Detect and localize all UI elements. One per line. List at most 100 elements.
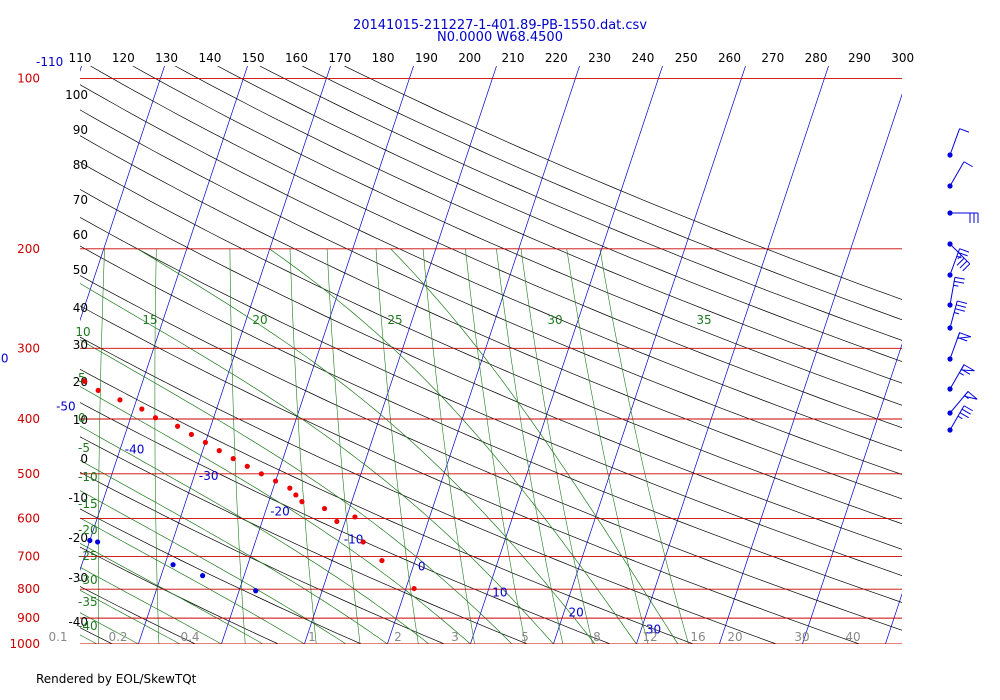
temperature-point <box>244 463 250 469</box>
wind-barb-flag <box>961 408 971 415</box>
diagram-grid <box>80 66 902 644</box>
wind-barb-flag <box>961 368 971 375</box>
dry-adiabat-line <box>80 305 860 644</box>
dry-adiabat-label: 70 <box>73 193 88 207</box>
dry-adiabat-line <box>80 135 902 500</box>
wind-barb-staff <box>949 161 965 187</box>
isotherm-label: 20 <box>569 605 584 619</box>
dry-adiabat-label: 0 <box>80 452 88 466</box>
pressure-label: 100 <box>17 72 40 86</box>
moist-adiabat-label: 20 <box>252 313 267 327</box>
top-axis-label: 160 <box>285 51 308 65</box>
moist-adiabat-line <box>390 248 679 644</box>
moist-adiabat-line <box>80 517 305 644</box>
isotherm-label: -10 <box>344 532 364 546</box>
top-axis-label: 250 <box>675 51 698 65</box>
isotherm-line <box>80 66 165 322</box>
isotherm-line <box>138 66 331 644</box>
dewpoint-point <box>95 539 101 545</box>
isotherm-line <box>80 66 82 72</box>
dry-adiabat-line <box>80 368 694 644</box>
dewpoint-point <box>9 522 14 527</box>
wind-barb-flag <box>962 263 971 272</box>
moist-adiabat-label: -40 <box>78 619 98 633</box>
temperature-point <box>82 378 88 384</box>
wind-barb-staff <box>949 248 961 276</box>
dry-adiabat-label: 30 <box>73 338 88 352</box>
isotherm-line <box>221 66 414 644</box>
isotherm-label: -30 <box>199 469 219 483</box>
mixing-ratio-line <box>326 248 361 644</box>
isotherm-label: 10 <box>492 585 507 599</box>
temperature-point <box>334 518 340 525</box>
moist-adiabat-label: -20 <box>78 523 98 537</box>
dewpoint-point <box>2 520 7 525</box>
temperature-point <box>360 539 366 545</box>
top-axis-label: 210 <box>502 51 525 65</box>
mixing-ratio-label: 2 <box>394 630 402 644</box>
wind-barb-half-flag <box>959 372 964 376</box>
isotherm-label: 0 <box>418 559 426 573</box>
isotherm-line <box>387 66 580 644</box>
temperature-point <box>55 360 60 365</box>
mixing-ratio-line <box>599 248 689 644</box>
top-axis-label: 180 <box>372 51 395 65</box>
mixing-ratio-label: 30 <box>794 630 809 644</box>
wind-barb-half-flag <box>953 284 959 287</box>
temperature-point <box>258 471 264 477</box>
chart-title: 20141015-211227-1-401.89-PB-1550.dat.csv <box>352 18 648 33</box>
wind-barb-pennant <box>960 364 975 372</box>
wind-barb-half-flag <box>957 415 963 420</box>
temperature-point <box>117 397 123 403</box>
wind-barb-pennant <box>956 332 972 339</box>
wind-barb-flag <box>954 276 965 280</box>
temperature-point <box>216 448 222 454</box>
wind-barb-flag <box>959 128 970 133</box>
wind-barb-half-flag <box>956 255 962 259</box>
wind-barb-flag <box>957 300 968 305</box>
moist-adiabat-label: 0 <box>78 411 86 425</box>
dewpoint-point <box>170 562 176 568</box>
wind-barb-flag <box>956 257 965 266</box>
dry-adiabat-line <box>80 436 528 644</box>
wind-barb-staff <box>949 277 956 306</box>
pressure-label: 700 <box>17 549 40 563</box>
dry-adiabat-line <box>80 546 279 644</box>
moist-adiabat-label: -35 <box>78 595 98 609</box>
wind-barb-flag <box>963 161 973 168</box>
dry-adiabat-label: -10 <box>68 491 88 505</box>
top-axis-label: 260 <box>718 51 741 65</box>
moist-adiabat-line <box>80 459 388 644</box>
wind-barb-pennant <box>963 390 978 400</box>
temperature-point <box>299 499 305 505</box>
moist-adiabat-line <box>80 566 222 644</box>
mixing-ratio-line <box>375 248 419 644</box>
mixing-ratio-label: 20 <box>727 630 742 644</box>
top-axis-label: 150 <box>242 51 265 65</box>
isotherm-label: -20 <box>270 504 290 518</box>
moist-adiabat-label: 10 <box>75 325 90 339</box>
dewpoint-point <box>33 527 38 532</box>
moist-adiabat-label: 30 <box>547 313 562 327</box>
pressure-label: 500 <box>17 467 40 481</box>
wind-barb <box>947 405 973 433</box>
moist-adiabat-label: -15 <box>78 497 98 511</box>
pressure-label: 800 <box>17 582 40 596</box>
isotherm-line <box>885 592 902 644</box>
top-axis-label: 270 <box>761 51 784 65</box>
isotherm-label: -50 <box>56 399 76 413</box>
temperature-point <box>272 478 279 484</box>
moist-adiabat-line <box>80 589 181 644</box>
dry-adiabat-label: 20 <box>73 375 88 389</box>
pressure-label: 400 <box>17 412 40 426</box>
dry-adiabat-line <box>175 66 902 384</box>
wind-barb <box>947 161 973 189</box>
isotherm-line <box>553 66 746 644</box>
moist-adiabat-label: -5 <box>78 441 90 455</box>
dry-adiabat-label: -30 <box>68 571 88 585</box>
mixing-ratio-label: 8 <box>593 630 601 644</box>
dry-adiabat-line <box>80 471 445 644</box>
dry-adiabat-line <box>80 189 902 550</box>
isotherm-label: 30 <box>646 622 661 636</box>
top-axis-label: 170 <box>328 51 351 65</box>
